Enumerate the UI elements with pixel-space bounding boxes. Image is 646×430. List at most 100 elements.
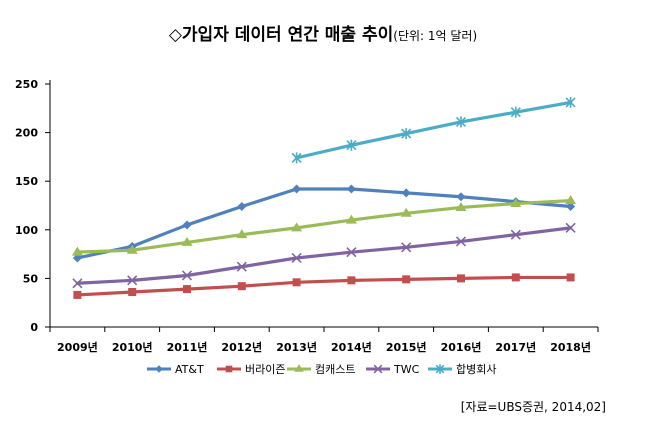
series-point: [291, 252, 302, 264]
point-stroke: [510, 229, 521, 240]
series-point: [183, 285, 191, 294]
legend-item: 컴캐스트: [287, 363, 355, 376]
series-point: [373, 364, 383, 374]
y-tick-label: 0: [30, 321, 38, 334]
series-point: [126, 244, 138, 254]
series-point: [401, 188, 411, 198]
series-point: [510, 229, 521, 240]
y-tick-label: 250: [15, 78, 38, 91]
series-point: [236, 261, 247, 272]
series-point: [455, 116, 467, 128]
series-point: [182, 220, 192, 230]
series-point: [72, 278, 83, 289]
point-stroke: [181, 270, 193, 281]
series-point: [566, 273, 575, 282]
legend-item: AT&T: [147, 363, 204, 376]
series-line: [75, 226, 573, 285]
chart-title-main: ◇가입자 데이터 연간 매출 추이: [168, 25, 394, 45]
series-group: [291, 96, 576, 164]
series-point: [565, 195, 577, 205]
series-point: [346, 184, 356, 194]
series-point: [236, 229, 248, 239]
series-point: [181, 270, 193, 281]
series-point: [455, 201, 467, 211]
series-point: [456, 192, 466, 202]
point-stroke: [565, 222, 576, 233]
legend-label: 컴캐스트: [315, 363, 355, 376]
series-point: [292, 184, 302, 194]
series-point: [291, 152, 302, 164]
x-tick-label: 2018년: [550, 340, 591, 354]
series-group: [72, 222, 576, 289]
x-tick-label: 2010년: [112, 340, 153, 354]
legend-item: 합병회사: [428, 363, 496, 376]
chart-series: [71, 96, 577, 299]
y-tick-label: 150: [15, 175, 38, 188]
point-stroke: [127, 275, 138, 286]
legend-item: TWC: [366, 363, 420, 376]
series-point: [511, 273, 520, 282]
series-point: [400, 207, 412, 217]
chart-title: ◇가입자 데이터 연간 매출 추이(단위: 1억 달러): [0, 20, 646, 45]
series-line: [75, 199, 573, 254]
point-stroke: [236, 261, 247, 272]
series-point: [292, 278, 301, 287]
series-point: [71, 246, 83, 256]
x-tick-label: 2009년: [57, 340, 98, 354]
x-tick-label: 2014년: [331, 340, 372, 354]
series-point: [181, 236, 193, 246]
x-tick-label: 2015년: [386, 340, 427, 354]
series-line: [75, 187, 573, 260]
series-point: [237, 282, 246, 291]
legend-label: 합병회사: [456, 363, 496, 376]
legend-label: AT&T: [175, 363, 204, 376]
series-point: [291, 222, 303, 232]
series-point: [402, 275, 411, 284]
y-tick-label: 50: [23, 272, 39, 285]
series-point: [401, 242, 412, 253]
source-note: [자료=UBS증권, 2014,02]: [460, 400, 606, 414]
x-tick-label: 2011년: [167, 340, 208, 354]
point-stroke: [455, 236, 467, 247]
chart-title-unit: (단위: 1억 달러): [393, 29, 478, 43]
series-point: [73, 290, 82, 299]
series-point: [346, 247, 357, 258]
legend-label: 버라이즌: [245, 363, 285, 376]
series-point: [455, 236, 467, 247]
point-stroke: [401, 242, 412, 253]
series-point: [510, 198, 522, 208]
series-point: [565, 96, 576, 108]
series-point: [128, 288, 137, 297]
series-group: [71, 195, 577, 256]
series-point: [294, 364, 304, 372]
series-point: [237, 201, 247, 211]
series-point: [155, 365, 163, 373]
x-tick-label: 2017년: [495, 340, 536, 354]
legend-label: TWC: [393, 363, 420, 376]
series-point: [566, 201, 576, 211]
point-stroke: [373, 364, 383, 374]
series-group: [73, 273, 575, 299]
series-point: [510, 106, 521, 118]
series-point: [347, 276, 356, 285]
legend-item: 버라이즌: [217, 363, 285, 376]
series-point: [346, 139, 357, 151]
series-line: [75, 275, 573, 297]
chart-axes: 0 50 100 150 200 250 2009년 2010년 2011년 2012년 2013년…: [15, 78, 599, 354]
series-point: [127, 275, 138, 286]
point-stroke: [346, 247, 357, 258]
chart-legend: AT&T 버라이즌 컴캐스트 TWC 합병회사: [147, 363, 496, 376]
x-tick-label: 2016년: [441, 340, 482, 354]
point-stroke: [72, 278, 83, 289]
series-line: [295, 100, 573, 160]
x-tick-label: 2012년: [221, 340, 262, 354]
series-point: [225, 365, 233, 373]
series-point: [565, 222, 576, 233]
y-tick-label: 200: [15, 127, 38, 140]
x-tick-label: 2013년: [276, 340, 317, 354]
series-point: [72, 253, 82, 263]
series-point: [345, 214, 357, 224]
y-tick-label: 100: [15, 224, 38, 237]
series-point: [457, 274, 465, 283]
